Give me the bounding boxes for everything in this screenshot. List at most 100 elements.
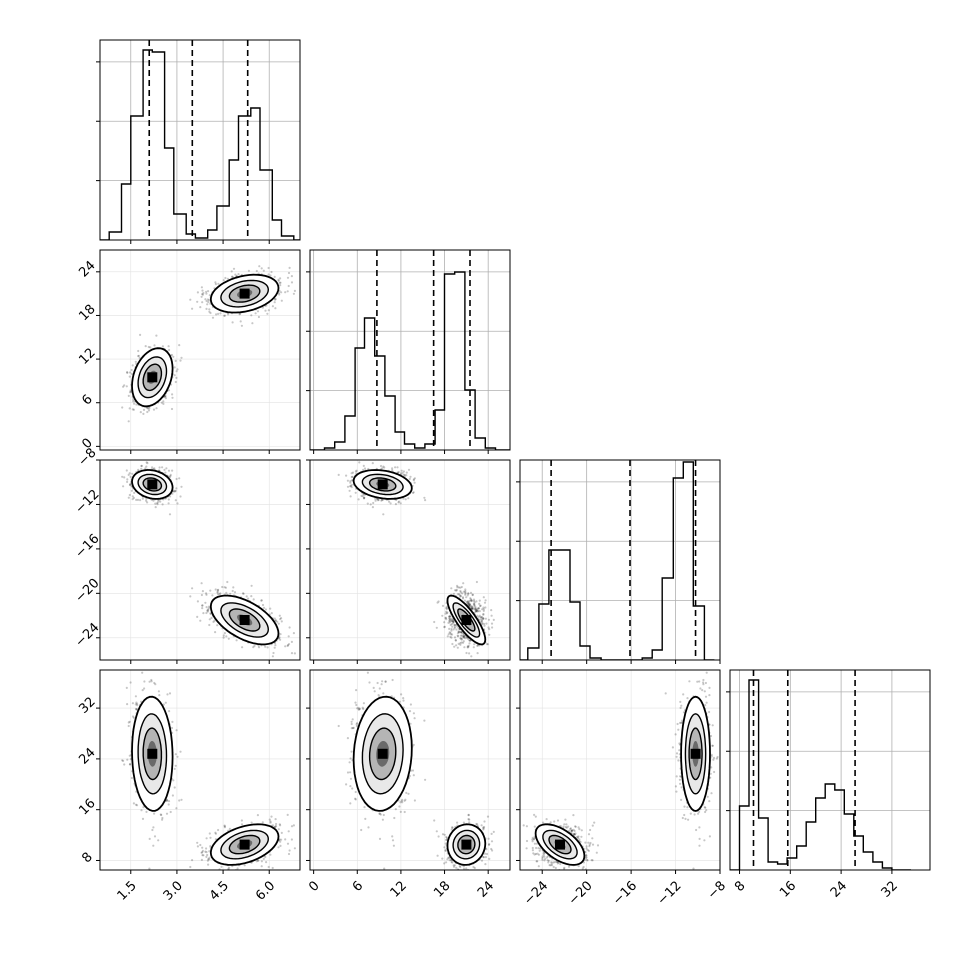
sample-point	[349, 481, 352, 484]
sample-point	[261, 306, 264, 309]
sample-point	[459, 637, 462, 640]
y-tick-label: 18	[76, 302, 98, 324]
sample-point	[254, 312, 257, 315]
sample-point	[287, 635, 290, 638]
sample-point	[485, 643, 489, 646]
sample-point	[161, 503, 164, 506]
sample-point	[446, 635, 449, 638]
sample-point	[280, 620, 283, 623]
sample-point	[270, 270, 273, 274]
y-tick-label: 6	[79, 392, 95, 408]
sample-point	[454, 639, 457, 642]
sample-point	[448, 631, 451, 634]
sample-point	[168, 348, 171, 352]
sample-point	[277, 279, 280, 282]
sample-point	[460, 585, 463, 589]
sample-point	[208, 606, 211, 610]
sample-point	[412, 491, 415, 494]
sample-point	[463, 646, 466, 649]
sample-point	[189, 595, 192, 598]
sample-point	[161, 345, 164, 348]
sample-point	[271, 655, 274, 658]
sample-point	[211, 316, 215, 319]
sample-point	[217, 312, 220, 315]
sample-point	[252, 598, 255, 601]
sample-point	[242, 592, 245, 595]
sample-point	[290, 640, 293, 644]
sample-point	[196, 300, 199, 303]
histogram-panel	[96, 39, 301, 244]
sample-point	[467, 602, 470, 606]
sample-point	[424, 499, 427, 502]
y-tick-label: −24	[73, 620, 103, 650]
sample-point	[482, 617, 485, 621]
sample-point	[128, 375, 131, 378]
histogram-panel	[306, 249, 511, 454]
sample-point	[448, 619, 451, 622]
sample-point	[448, 617, 451, 620]
sample-point	[473, 603, 476, 606]
sample-point	[205, 292, 208, 295]
sample-point	[207, 301, 210, 304]
panel-frame	[309, 459, 511, 661]
sample-point	[279, 284, 282, 287]
sample-point	[479, 620, 482, 623]
sample-point	[179, 359, 182, 362]
sample-point	[278, 281, 281, 284]
sample-point	[196, 615, 199, 619]
sample-point	[207, 290, 210, 293]
sample-point	[394, 503, 397, 506]
sample-point	[448, 615, 451, 618]
sample-point	[469, 603, 472, 606]
sample-point	[405, 471, 408, 474]
sample-point	[205, 593, 208, 596]
sample-point	[129, 390, 132, 393]
sample-point	[208, 623, 211, 627]
sample-point	[122, 385, 125, 388]
sample-point	[381, 467, 384, 470]
sample-point	[269, 274, 272, 277]
sample-point	[474, 606, 477, 609]
sample-point	[152, 408, 156, 411]
sample-point	[204, 298, 207, 301]
sample-point	[278, 293, 281, 296]
sample-point	[465, 651, 468, 655]
sample-point	[461, 596, 465, 599]
sample-point	[223, 586, 226, 589]
sample-point	[376, 499, 380, 502]
sample-point	[191, 307, 194, 310]
sample-point	[171, 469, 174, 472]
sample-point	[164, 395, 167, 398]
sample-point	[136, 498, 140, 501]
sample-point	[201, 293, 204, 296]
sample-point	[219, 312, 222, 315]
sample-point	[382, 513, 385, 516]
sample-point	[241, 592, 245, 595]
sample-point	[454, 589, 457, 592]
sample-point	[133, 491, 136, 494]
sample-point	[127, 496, 130, 499]
sample-point	[350, 483, 353, 486]
sample-point	[459, 643, 462, 646]
sample-point	[176, 502, 179, 505]
sample-point	[128, 483, 132, 487]
sample-point	[362, 468, 365, 471]
sample-point	[235, 639, 238, 642]
sample-point	[201, 604, 204, 607]
sample-point	[377, 498, 380, 501]
sample-point	[459, 634, 462, 637]
sample-point	[162, 400, 165, 403]
sample-point	[175, 487, 178, 490]
sample-point	[154, 506, 157, 509]
sample-point	[448, 619, 451, 623]
sample-point	[171, 393, 174, 396]
sample-point	[456, 634, 459, 637]
sample-point	[463, 599, 466, 602]
sample-point	[462, 635, 465, 639]
sample-point	[273, 617, 276, 620]
sample-point	[452, 592, 455, 595]
sample-point	[280, 299, 283, 302]
sample-point	[346, 479, 349, 482]
sample-point	[169, 474, 172, 478]
sample-point	[444, 617, 447, 620]
